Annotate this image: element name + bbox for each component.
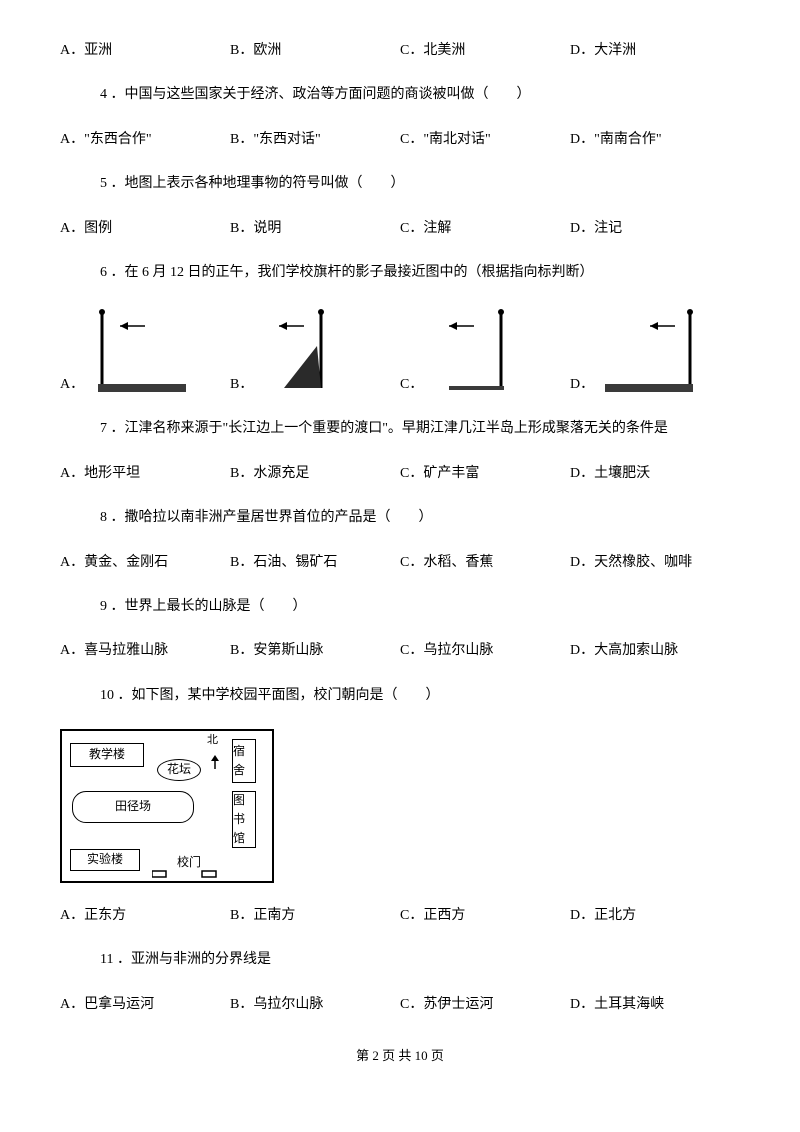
q4-option-a[interactable]: A．"东西合作": [60, 129, 230, 151]
q10-option-d[interactable]: D．正北方: [570, 905, 740, 927]
q4-option-d[interactable]: D．"南南合作": [570, 129, 740, 151]
q8-option-b[interactable]: B．石油、锡矿石: [230, 552, 400, 574]
q4-option-b[interactable]: B．"东西对话": [230, 129, 400, 151]
q4-options: A．"东西合作" B．"东西对话" C．"南北对话" D．"南南合作": [60, 129, 740, 151]
q3-option-d[interactable]: D．大洋洲: [570, 40, 740, 62]
campus-map-figure: 教学楼 花坛 北 宿舍 田径场 图书馆 实验楼 校门: [60, 729, 274, 883]
q7-stem: 7 ．江津名称来源于"长江边上一个重要的渡口"。早期江津几江半岛上形成聚落无关的…: [60, 418, 740, 440]
q8-options: A．黄金、金刚石 B．石油、锡矿石 C．水稻、香蕉 D．天然橡胶、咖啡: [60, 552, 740, 574]
q3-option-a[interactable]: A．亚洲: [60, 40, 230, 62]
q11-option-d[interactable]: D．土耳其海峡: [570, 994, 740, 1016]
map-flowerbed: 花坛: [157, 759, 201, 781]
q6-option-d[interactable]: D．: [570, 306, 740, 396]
q9-stem: 9 ．世界上最长的山脉是（ ）: [60, 596, 740, 618]
map-gate-icon: [152, 869, 222, 879]
map-dorm: 宿舍: [232, 739, 256, 783]
q7-option-c[interactable]: C．矿产丰富: [400, 463, 570, 485]
q5-option-d[interactable]: D．注记: [570, 218, 740, 240]
q11-options: A．巴拿马运河 B．乌拉尔山脉 C．苏伊士运河 D．土耳其海峡: [60, 994, 740, 1016]
q7-option-b[interactable]: B．水源充足: [230, 463, 400, 485]
q9-option-d[interactable]: D．大高加索山脉: [570, 640, 740, 662]
q6-label-a: A．: [60, 374, 84, 396]
q8-option-c[interactable]: C．水稻、香蕉: [400, 552, 570, 574]
q3-option-b[interactable]: B．欧洲: [230, 40, 400, 62]
q5-stem: 5 ．地图上表示各种地理事物的符号叫做（ ）: [60, 173, 740, 195]
q8-stem: 8 ．撒哈拉以南非洲产量居世界首位的产品是（ ）: [60, 507, 740, 529]
q3-option-c[interactable]: C．北美洲: [400, 40, 570, 62]
shadow-diagram-b-icon: [259, 306, 359, 396]
q11-option-a[interactable]: A．巴拿马运河: [60, 994, 230, 1016]
q6-stem: 6 ．在 6 月 12 日的正午，我们学校旗杆的影子最接近图中的（根据指向标判断…: [60, 262, 740, 284]
q6-option-a[interactable]: A．: [60, 306, 230, 396]
shadow-diagram-a-icon: [90, 306, 190, 396]
map-teaching-building: 教学楼: [70, 743, 144, 767]
q10-options: A．正东方 B．正南方 C．正西方 D．正北方: [60, 905, 740, 927]
q5-option-c[interactable]: C．注解: [400, 218, 570, 240]
q8-option-a[interactable]: A．黄金、金刚石: [60, 552, 230, 574]
q4-stem: 4 ．中国与这些国家关于经济、政治等方面问题的商谈被叫做（ ）: [60, 84, 740, 106]
q6-label-c: C．: [400, 374, 423, 396]
q5-options: A．图例 B．说明 C．注解 D．注记: [60, 218, 740, 240]
q7-option-a[interactable]: A．地形平坦: [60, 463, 230, 485]
q9-option-b[interactable]: B．安第斯山脉: [230, 640, 400, 662]
q6-option-c[interactable]: C．: [400, 306, 570, 396]
map-library: 图书馆: [232, 791, 256, 848]
q4-option-c[interactable]: C．"南北对话": [400, 129, 570, 151]
q8-option-d[interactable]: D．天然橡胶、咖啡: [570, 552, 740, 574]
q6-option-b[interactable]: B．: [230, 306, 400, 396]
q6-figures: A． B． C． D．: [60, 306, 740, 396]
q11-option-c[interactable]: C．苏伊士运河: [400, 994, 570, 1016]
shadow-diagram-c-icon: [429, 306, 529, 396]
north-arrow-icon: [210, 755, 220, 771]
q7-option-d[interactable]: D．土壤肥沃: [570, 463, 740, 485]
q5-option-b[interactable]: B．说明: [230, 218, 400, 240]
q7-options: A．地形平坦 B．水源充足 C．矿产丰富 D．土壤肥沃: [60, 463, 740, 485]
q9-options: A．喜马拉雅山脉 B．安第斯山脉 C．乌拉尔山脉 D．大高加索山脉: [60, 640, 740, 662]
map-lab-building: 实验楼: [70, 849, 140, 871]
q11-stem: 11 ．亚洲与非洲的分界线是: [60, 949, 740, 971]
page-footer: 第 2 页 共 10 页: [60, 1046, 740, 1067]
q9-option-a[interactable]: A．喜马拉雅山脉: [60, 640, 230, 662]
q6-label-b: B．: [230, 374, 253, 396]
q6-label-d: D．: [570, 374, 594, 396]
map-track-field: 田径场: [72, 791, 194, 823]
q10-option-b[interactable]: B．正南方: [230, 905, 400, 927]
q10-stem: 10 ．如下图，某中学校园平面图，校门朝向是（ ）: [60, 685, 740, 707]
map-north-label: 北: [207, 735, 221, 746]
q3-options: A．亚洲 B．欧洲 C．北美洲 D．大洋洲: [60, 40, 740, 62]
shadow-diagram-d-icon: [600, 306, 700, 396]
q5-option-a[interactable]: A．图例: [60, 218, 230, 240]
q9-option-c[interactable]: C．乌拉尔山脉: [400, 640, 570, 662]
q10-option-a[interactable]: A．正东方: [60, 905, 230, 927]
q10-option-c[interactable]: C．正西方: [400, 905, 570, 927]
q11-option-b[interactable]: B．乌拉尔山脉: [230, 994, 400, 1016]
